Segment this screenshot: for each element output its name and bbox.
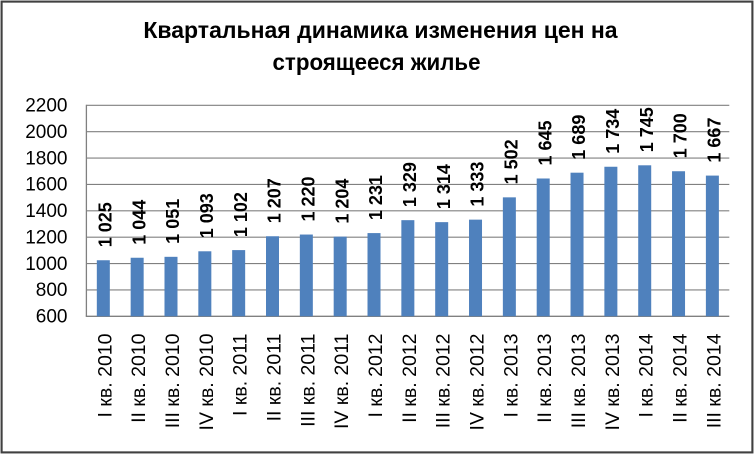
svg-text:III кв. 2011: III кв. 2011 <box>297 334 319 427</box>
svg-text:1 700: 1 700 <box>671 113 691 158</box>
svg-text:1 220: 1 220 <box>299 176 319 221</box>
svg-text:1 689: 1 689 <box>569 115 589 160</box>
svg-text:III кв. 2010: III кв. 2010 <box>162 333 184 428</box>
svg-text:1 044: 1 044 <box>129 200 149 245</box>
svg-text:1 231: 1 231 <box>366 175 386 220</box>
svg-text:1 093: 1 093 <box>197 193 217 238</box>
svg-text:I кв. 2013: I кв. 2013 <box>500 334 522 418</box>
svg-text:IV кв. 2013: IV кв. 2013 <box>602 334 624 431</box>
svg-text:III кв. 2012: III кв. 2012 <box>433 334 455 429</box>
svg-text:1 051: 1 051 <box>163 199 183 244</box>
svg-text:I кв. 2010: I кв. 2010 <box>94 333 116 417</box>
svg-text:1 204: 1 204 <box>332 179 352 224</box>
svg-text:1800: 1800 <box>25 148 67 169</box>
svg-text:1 745: 1 745 <box>637 107 657 152</box>
svg-text:1 734: 1 734 <box>603 109 623 154</box>
svg-text:1 025: 1 025 <box>96 202 116 247</box>
svg-text:1 333: 1 333 <box>468 162 488 207</box>
svg-text:600: 600 <box>36 307 68 328</box>
svg-text:II кв. 2013: II кв. 2013 <box>534 334 556 423</box>
svg-text:Квартальная динамика изменения: Квартальная динамика изменения цен на <box>143 17 617 43</box>
svg-text:1 207: 1 207 <box>265 178 285 223</box>
svg-text:IV кв. 2012: IV кв. 2012 <box>467 334 489 431</box>
svg-text:1 102: 1 102 <box>231 192 251 237</box>
svg-text:1200: 1200 <box>25 227 67 248</box>
svg-text:1000: 1000 <box>25 254 67 275</box>
svg-text:1600: 1600 <box>25 175 67 196</box>
svg-text:1 502: 1 502 <box>502 139 522 184</box>
svg-text:I кв. 2012: I кв. 2012 <box>365 334 387 418</box>
svg-text:1 645: 1 645 <box>535 120 555 165</box>
svg-text:II кв. 2012: II кв. 2012 <box>399 334 421 423</box>
svg-text:II кв. 2014: II кв. 2014 <box>670 333 692 423</box>
svg-text:1 314: 1 314 <box>434 164 454 209</box>
svg-text:2200: 2200 <box>25 96 67 117</box>
svg-text:строящееся жилье: строящееся жилье <box>273 49 481 75</box>
svg-text:1 329: 1 329 <box>400 162 420 207</box>
svg-text:1400: 1400 <box>25 201 67 222</box>
svg-text:I кв. 2011: I кв. 2011 <box>230 334 252 417</box>
svg-text:2000: 2000 <box>25 122 67 143</box>
svg-text:II кв. 2011: II кв. 2011 <box>264 334 286 422</box>
svg-text:III кв. 2013: III кв. 2013 <box>568 334 590 429</box>
svg-text:1 667: 1 667 <box>705 118 725 163</box>
svg-text:800: 800 <box>36 280 68 301</box>
svg-text:I кв. 2014: I кв. 2014 <box>636 333 658 417</box>
svg-text:IV кв. 2011: IV кв. 2011 <box>331 334 353 430</box>
svg-text:IV кв. 2010: IV кв. 2010 <box>196 333 218 430</box>
svg-text:III кв. 2014: III кв. 2014 <box>703 333 725 428</box>
svg-text:II кв. 2010: II кв. 2010 <box>128 333 150 423</box>
